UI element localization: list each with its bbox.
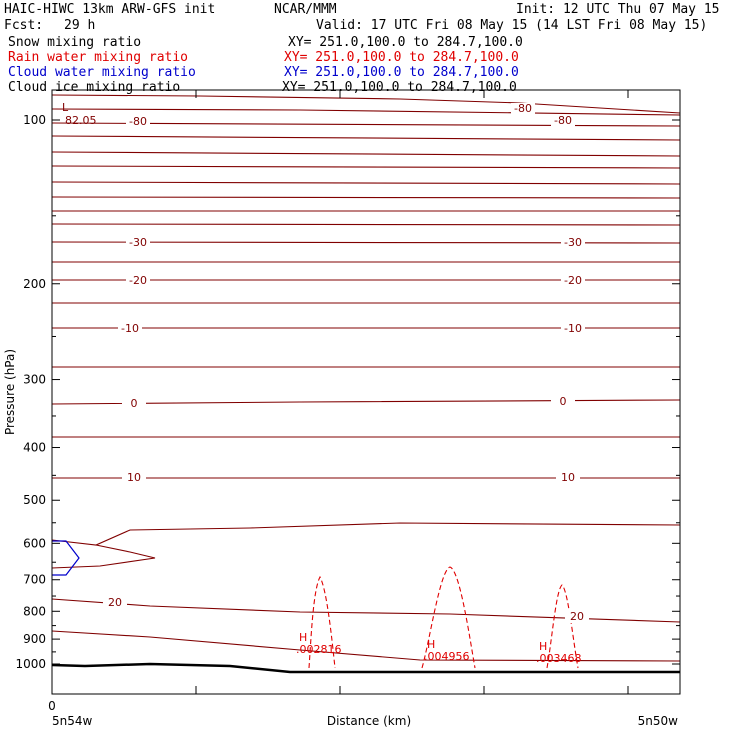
y-tick-label: 700 [23, 573, 46, 587]
field-rain-xy: XY= 251.0,100.0 to 284.7,100.0 [284, 50, 519, 65]
temperature-label-bg [126, 275, 150, 287]
temperature-contour-label: -20 [564, 274, 582, 287]
temperature-contour-label: 10 [127, 471, 141, 484]
rain-max-value: .003468 [536, 652, 582, 665]
y-tick-label: 100 [23, 113, 46, 127]
rain-max-marker: H [427, 638, 435, 651]
contour-labels: -80 -80 -80 -30 -30 -20 -20 -10 -10 0 0 10 10 20 20 L82… [62, 101, 589, 665]
temperature-label-bg [551, 115, 575, 127]
temperature-label-bg [126, 116, 150, 128]
temperature-label-bg [118, 323, 142, 335]
temperature-contour-label: -80 [129, 115, 147, 128]
field-snow-xy: XY= 251.0,100.0 to 284.7,100.0 [288, 35, 523, 50]
cloud-water-contour [52, 540, 80, 576]
temperature-contour-line [51, 223, 681, 226]
temperature-label-bg [551, 396, 575, 408]
y-tick-label: 600 [23, 536, 46, 550]
y-axis-title: Pressure (hPa) [3, 349, 17, 435]
x-zero-label: 0 [48, 699, 56, 713]
temperature-contour-label: -10 [121, 322, 139, 335]
temperature-contour-line [51, 135, 681, 141]
rain-max-value: .002816 [296, 643, 342, 656]
forecast-label: Fcst: [4, 18, 44, 33]
x-right-label: 5n50w [638, 714, 679, 728]
temperature-contour-line [51, 181, 681, 185]
temperature-contour-line [51, 108, 681, 116]
y-tick-label: 900 [23, 632, 46, 646]
org-label: NCAR/MMM [274, 2, 337, 17]
temperature-contours [51, 94, 681, 662]
temperature-contour-line [51, 94, 681, 114]
temperature-contour-label: -30 [129, 236, 147, 249]
rain-contour-line [546, 584, 579, 669]
temperature-contour-line [51, 196, 681, 199]
rain-max-marker: H [539, 640, 547, 653]
valid-time: Valid: 17 UTC Fri 08 May 15 (14 LST Fri … [316, 18, 708, 33]
rain-max-value: .004956 [424, 650, 470, 663]
temperature-contour-label: 20 [108, 596, 122, 609]
temperature-contour-line [51, 522, 681, 546]
field-snow-label: Snow mixing ratio [8, 35, 142, 50]
temperature-contour-line [51, 544, 156, 569]
rain-max-marker: H [299, 631, 307, 644]
x-left-label: 5n54w [52, 714, 93, 728]
temperature-contour-label: 0 [560, 395, 567, 408]
temperature-contour-line [51, 122, 681, 127]
low-marker-value: 82.05 [65, 114, 97, 127]
temperature-contour-label: -80 [554, 114, 572, 127]
temperature-contour-label: -80 [514, 102, 532, 115]
field-cloudice-xy: XY= 251.0,100.0 to 284.7,100.0 [282, 80, 517, 95]
y-tick-label: 200 [23, 277, 46, 291]
field-cloudwater-label: Cloud water mixing ratio [8, 65, 196, 80]
temperature-contour-label: -30 [564, 236, 582, 249]
temperature-label-bg [565, 611, 589, 623]
temperature-contour-label: 0 [131, 397, 138, 410]
temperature-label-bg [561, 237, 585, 249]
y-tick-label: 300 [23, 373, 46, 387]
temperature-label-bg [511, 103, 535, 115]
temperature-contour-line [51, 165, 681, 169]
rain-contour-line [308, 575, 336, 669]
temperature-contour-label: -20 [129, 274, 147, 287]
temperature-contour-line [51, 399, 681, 405]
field-cloudwater-xy: XY= 251.0,100.0 to 284.7,100.0 [284, 65, 519, 80]
temperature-contour-label: 20 [570, 610, 584, 623]
temperature-contour-label: 10 [561, 471, 575, 484]
low-marker-symbol: L [62, 101, 69, 114]
y-tick-label: 500 [23, 493, 46, 507]
y-tick-label: 400 [23, 441, 46, 455]
rain-contours [308, 566, 579, 669]
y-tick-label: 1000 [15, 657, 46, 671]
temperature-contour-line [51, 630, 681, 662]
field-cloudice-label: Cloud ice mixing ratio [8, 80, 181, 95]
terrain-line [51, 662, 680, 674]
temperature-contour-line [51, 151, 681, 157]
temperature-contour-label: -10 [564, 322, 582, 335]
x-axis-title: Distance (km) [327, 714, 411, 728]
temperature-label-bg [561, 275, 585, 287]
temperature-label-bg [122, 472, 146, 484]
forecast-hour: 29 h [64, 18, 96, 33]
temperature-label-bg [122, 398, 146, 410]
rain-contour-line [421, 566, 476, 669]
temperature-label-bg [103, 597, 127, 609]
init-time: Init: 12 UTC Thu 07 May 15 [516, 2, 720, 17]
plot-frame [51, 89, 681, 695]
temperature-label-bg [561, 323, 585, 335]
y-tick-label: 800 [23, 604, 46, 618]
field-rain-label: Rain water mixing ratio [8, 50, 189, 65]
temperature-label-bg [556, 472, 580, 484]
temperature-label-bg [126, 237, 150, 249]
model-title: HAIC-HIWC 13km ARW-GFS init [4, 2, 216, 17]
